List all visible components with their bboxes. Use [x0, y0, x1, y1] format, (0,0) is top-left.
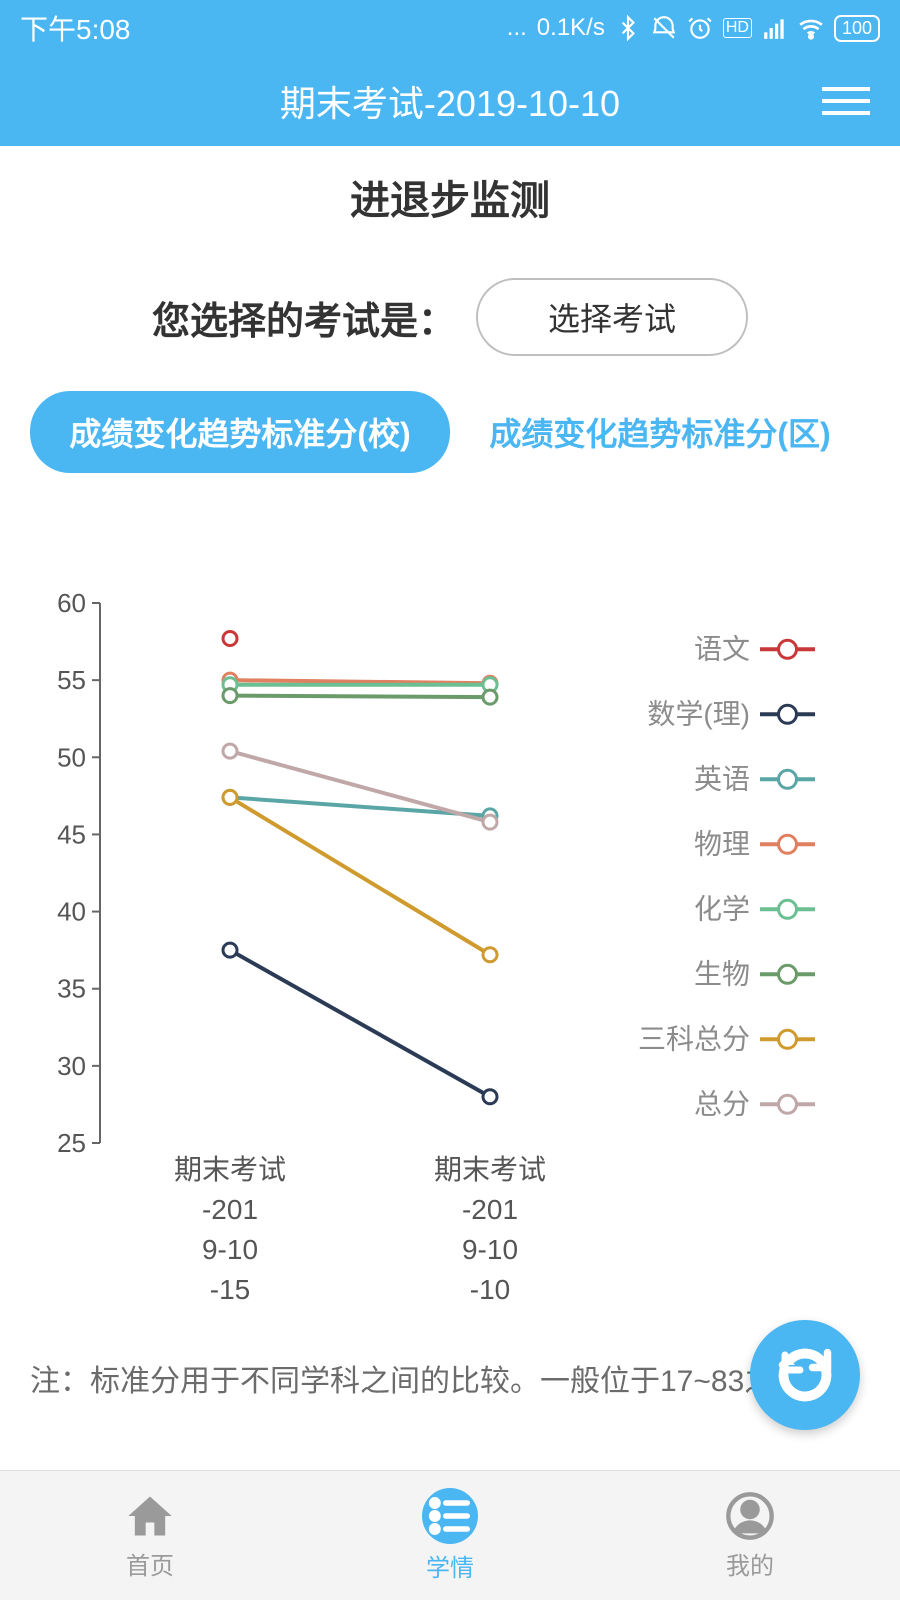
bottom-nav: 首页 学情 我的	[0, 1470, 900, 1600]
svg-text:语文: 语文	[694, 633, 750, 664]
page-title: 期末考试-2019-10-10	[280, 75, 620, 127]
svg-text:-201: -201	[462, 1194, 518, 1225]
svg-text:总分: 总分	[694, 1088, 750, 1119]
svg-text:-15: -15	[210, 1274, 250, 1305]
svg-text:期末考试: 期末考试	[434, 1154, 546, 1185]
svg-text:9-10: 9-10	[202, 1234, 258, 1265]
chart-svg: 25 30 35 40 45 50 55 60 期末考试 -201 9-10 -15 期末考试 -201 9…	[50, 593, 870, 1323]
status-speed: 0.1K/s	[537, 14, 605, 42]
tab-district[interactable]: 成绩变化趋势标准分(区)	[450, 391, 870, 473]
svg-text:55: 55	[57, 665, 86, 695]
status-time: 下午5:08	[20, 8, 131, 48]
svg-text:-201: -201	[202, 1194, 258, 1225]
exam-selector-row: 您选择的考试是： 选择考试	[0, 248, 900, 376]
app-header: 期末考试-2019-10-10	[0, 56, 900, 146]
svg-text:化学: 化学	[694, 893, 750, 924]
status-bar: 下午5:08 ... 0.1K/s HD 100	[0, 0, 900, 56]
wifi-icon	[798, 15, 824, 41]
nav-home[interactable]: 首页	[0, 1471, 300, 1600]
list-icon	[424, 1490, 476, 1542]
svg-text:30: 30	[57, 1051, 86, 1081]
svg-text:期末考试: 期末考试	[174, 1154, 286, 1185]
mute-icon	[651, 15, 677, 41]
svg-text:英语: 英语	[694, 763, 750, 794]
svg-text:-10: -10	[470, 1274, 510, 1305]
svg-text:数学(理): 数学(理)	[647, 698, 750, 729]
bluetooth-icon	[615, 15, 641, 41]
hd-icon: HD	[723, 18, 752, 38]
signal-icon	[762, 15, 788, 41]
status-indicators: ... 0.1K/s HD 100	[507, 14, 880, 42]
section-title: 进退步监测	[0, 146, 900, 248]
refresh-button[interactable]	[750, 1320, 860, 1430]
nav-home-label: 首页	[126, 1546, 174, 1581]
nav-study-label: 学情	[426, 1548, 474, 1583]
tab-school[interactable]: 成绩变化趋势标准分(校)	[30, 391, 450, 473]
svg-text:35: 35	[57, 974, 86, 1004]
svg-text:60: 60	[57, 593, 86, 618]
svg-text:物理: 物理	[694, 828, 750, 859]
svg-text:50: 50	[57, 742, 86, 772]
svg-text:25: 25	[57, 1128, 86, 1158]
nav-study[interactable]: 学情	[300, 1471, 600, 1600]
status-dots: ...	[507, 14, 527, 42]
home-icon	[124, 1490, 176, 1542]
nav-mine-label: 我的	[726, 1546, 774, 1581]
menu-icon[interactable]	[822, 87, 870, 115]
profile-icon	[724, 1490, 776, 1542]
svg-text:三科总分: 三科总分	[638, 1023, 750, 1054]
nav-mine[interactable]: 我的	[600, 1471, 900, 1600]
alarm-icon	[687, 15, 713, 41]
trend-chart: 25 30 35 40 45 50 55 60 期末考试 -201 9-10 -15 期末考试 -201 9…	[0, 483, 900, 1343]
svg-text:生物: 生物	[694, 958, 750, 989]
svg-text:45: 45	[57, 819, 86, 849]
exam-label: 您选择的考试是：	[152, 290, 456, 345]
battery-icon: 100	[834, 15, 880, 42]
trend-tabs: 成绩变化趋势标准分(校) 成绩变化趋势标准分(区)	[0, 376, 900, 483]
exam-select-button[interactable]: 选择考试	[476, 278, 748, 356]
refresh-icon	[775, 1345, 835, 1405]
svg-text:9-10: 9-10	[462, 1234, 518, 1265]
svg-text:40: 40	[57, 897, 86, 927]
